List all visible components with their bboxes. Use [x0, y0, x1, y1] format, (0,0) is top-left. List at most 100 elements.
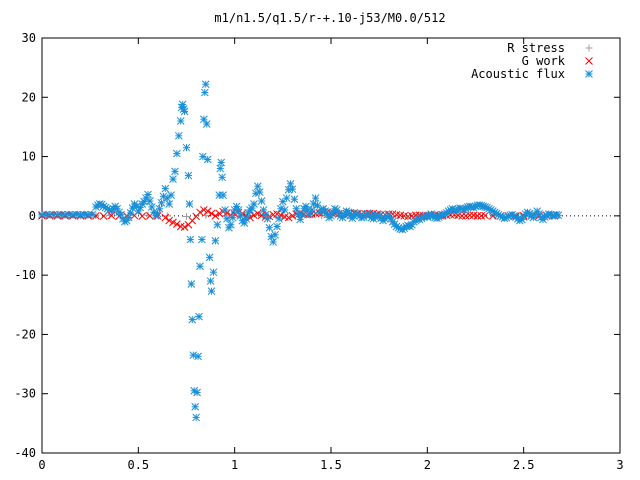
data-point — [226, 220, 235, 229]
legend-label: Acoustic flux — [471, 67, 565, 81]
y-tick-label: 10 — [22, 150, 36, 164]
data-point — [228, 213, 237, 222]
data-point — [253, 182, 262, 191]
data-point — [213, 220, 222, 229]
data-point — [242, 214, 251, 223]
data-point — [196, 208, 204, 217]
data-point — [76, 210, 85, 219]
data-point — [88, 210, 96, 219]
data-point — [311, 194, 320, 202]
data-point — [307, 206, 316, 214]
data-point — [215, 209, 224, 218]
data-point — [298, 210, 306, 218]
data-point — [452, 206, 461, 215]
data-point — [265, 223, 274, 232]
data-point — [201, 80, 210, 89]
data-point — [191, 402, 200, 411]
axis-ticks — [41, 37, 621, 454]
data-point — [192, 413, 200, 422]
x-tick-label: 2.5 — [513, 458, 535, 472]
data-point — [161, 184, 170, 193]
data-point — [269, 238, 278, 246]
data-point — [205, 253, 214, 262]
data-point — [184, 171, 193, 180]
data-point — [161, 213, 170, 222]
data-point — [218, 173, 226, 182]
data-point — [165, 200, 174, 208]
y-tick-label: -30 — [14, 387, 36, 401]
data-point — [193, 388, 201, 397]
data-point — [80, 210, 89, 219]
data-point — [203, 207, 212, 215]
data-point — [157, 198, 166, 207]
legend-label: R stress — [507, 41, 565, 55]
data-point — [165, 216, 174, 225]
data-point — [200, 88, 209, 97]
data-point — [221, 206, 229, 214]
data-point — [174, 131, 183, 140]
data-point — [275, 214, 283, 223]
legend-label: G work — [522, 54, 566, 68]
data-point — [255, 188, 264, 196]
data-point — [263, 214, 272, 223]
data-point — [211, 212, 220, 220]
x-tick-label: 2 — [424, 458, 431, 472]
data-point — [180, 223, 189, 231]
data-point — [189, 351, 198, 360]
data-point — [183, 212, 190, 220]
chart-title: m1/n1.5/q1.5/r-+.10-j53/M0.0/512 — [214, 11, 445, 25]
data-point — [159, 192, 168, 201]
plot-frame — [41, 37, 621, 454]
data-point — [176, 117, 185, 125]
x-tick-label: 0 — [38, 458, 45, 472]
data-point — [209, 268, 218, 277]
data-point — [185, 200, 194, 208]
data-point — [188, 315, 197, 324]
data-point — [219, 191, 227, 199]
data-point — [203, 155, 212, 164]
y-tick-label: 0 — [29, 209, 36, 223]
data-point — [284, 213, 293, 222]
y-tick-label: -40 — [14, 446, 36, 460]
y-tick-label: 20 — [22, 90, 36, 104]
data-point — [286, 179, 295, 188]
data-point — [169, 218, 177, 227]
data-point — [234, 206, 243, 214]
data-point — [217, 158, 226, 167]
data-point — [207, 209, 216, 218]
data-point — [194, 352, 202, 361]
x-tick-label: 3 — [616, 458, 623, 472]
data-point — [182, 143, 191, 152]
data-point — [195, 312, 203, 321]
series-acoustic-flux — [38, 80, 563, 422]
data-point — [313, 201, 322, 210]
x-axis-tick-labels: 0 0.5 1 1.5 2 2.5 3 — [38, 458, 623, 472]
data-point — [198, 235, 206, 244]
data-point — [207, 287, 216, 296]
data-point — [288, 185, 297, 194]
data-point — [273, 222, 281, 231]
series-layer — [38, 80, 563, 422]
legend-marker — [585, 70, 593, 78]
data-point — [167, 191, 175, 199]
data-point — [155, 204, 164, 213]
data-point — [53, 210, 62, 219]
data-point — [454, 205, 463, 214]
data-point — [290, 195, 299, 204]
y-axis-tick-labels: -40 -30 -20 -10 0 10 20 30 — [14, 31, 36, 460]
data-point — [138, 212, 147, 221]
data-point — [473, 212, 482, 220]
data-point — [163, 194, 172, 202]
y-tick-label: -10 — [14, 268, 36, 282]
data-point — [173, 149, 181, 158]
data-point — [169, 175, 177, 183]
data-point — [171, 167, 179, 176]
data-point — [554, 211, 563, 220]
data-point — [280, 206, 289, 214]
data-point — [342, 207, 351, 215]
x-tick-label: 1.5 — [320, 458, 342, 472]
x-tick-label: 0.5 — [127, 458, 149, 472]
y-tick-label: -20 — [14, 327, 36, 341]
